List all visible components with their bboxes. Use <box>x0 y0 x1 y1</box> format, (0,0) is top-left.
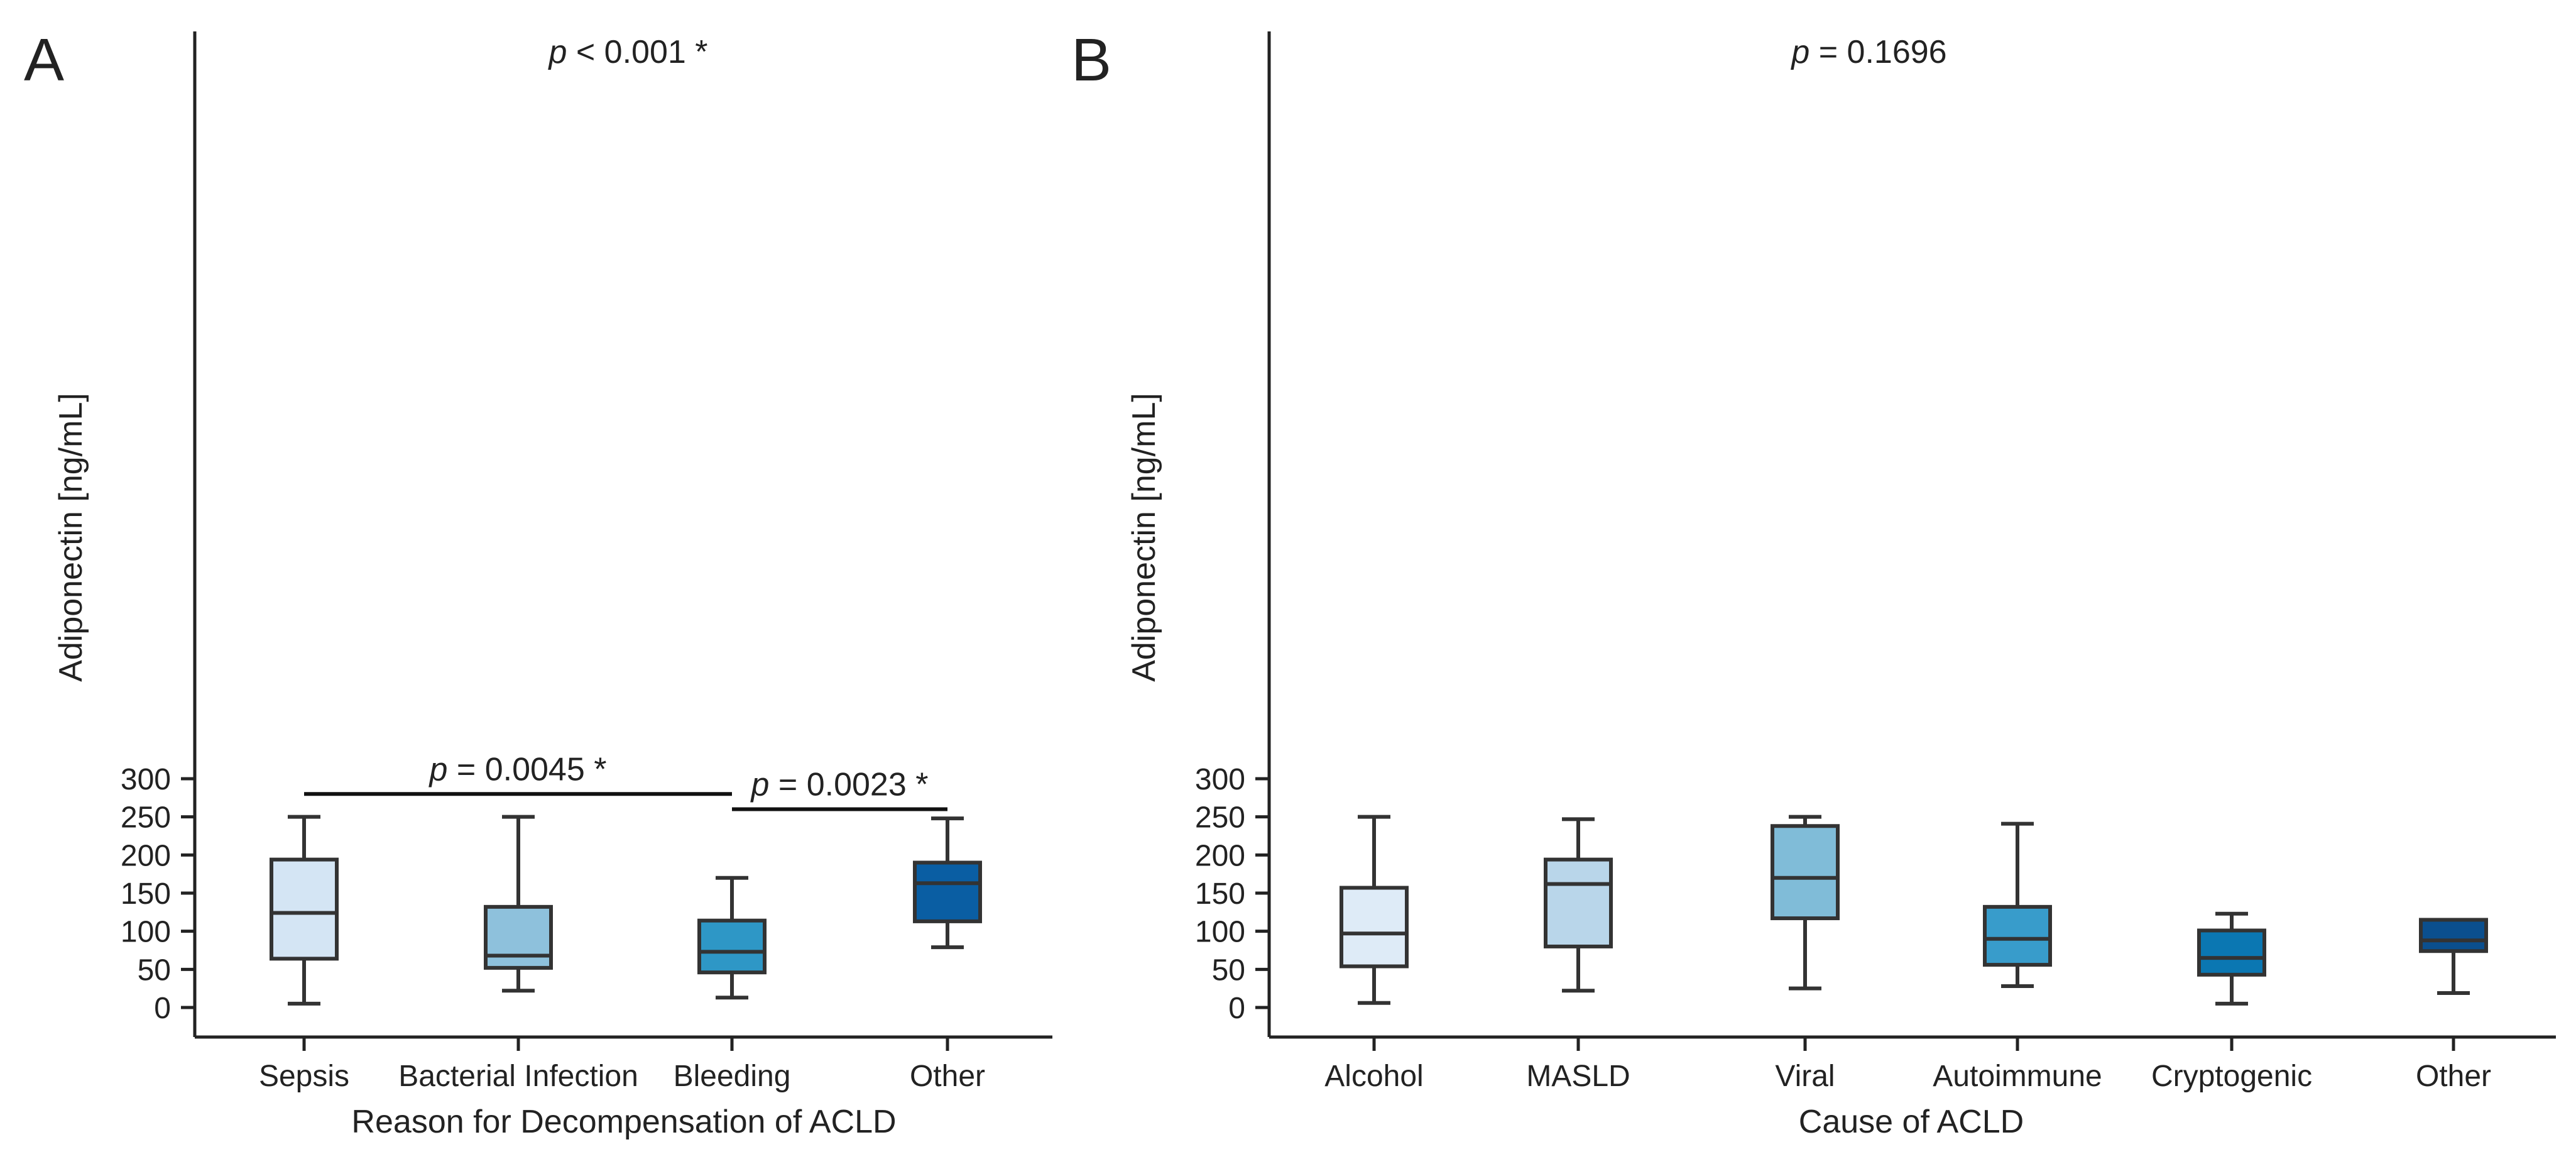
box-b-masld <box>1544 857 1613 948</box>
box-b-viral <box>1771 824 1840 921</box>
overall-p-value-b: p = 0.1696 <box>1790 34 1946 70</box>
x-tick-label-b-viral: Viral <box>1775 1060 1835 1093</box>
box-a-sepsis <box>270 857 339 961</box>
x-tick-label-b-masld: MASLD <box>1526 1060 1630 1093</box>
panel-a: A 0 50 100 150 200 250 300 Adiponectin [ng/mL] Se… <box>24 26 1052 1140</box>
p-symbol: p <box>750 767 770 803</box>
x-tick-label-b-cryptogenic: Cryptogenic <box>2151 1060 2312 1093</box>
y-tick-label-b-300: 300 <box>1195 763 1245 796</box>
y-tick-label-b-250: 250 <box>1195 801 1245 835</box>
box-a-bacterial-infection <box>484 904 553 970</box>
overall-p-value-a: p < 0.001 * <box>548 34 708 70</box>
comparison-p-value-bleeding-other: p = 0.0023 * <box>750 767 929 803</box>
box-b-alcohol <box>1340 886 1409 969</box>
comparison-p-value-sepsis-bleeding: p = 0.0045 * <box>428 751 607 788</box>
box-a-other <box>913 860 982 923</box>
p-value-text: = 0.1696 <box>1809 34 1946 70</box>
y-tick-label-a-100: 100 <box>121 916 171 949</box>
y-tick-label-a-300: 300 <box>121 763 171 796</box>
x-tick-label-a-bleeding: Bleeding <box>674 1060 791 1093</box>
y-axis-title-a: Adiponectin [ng/mL] <box>53 393 89 682</box>
x-tick-label-b-alcohol: Alcohol <box>1324 1060 1423 1093</box>
p-symbol: p <box>1790 34 1809 70</box>
y-tick-label-a-50: 50 <box>138 953 171 987</box>
box-b-other <box>2419 918 2488 953</box>
x-tick-label-b-other: Other <box>2416 1060 2491 1093</box>
y-tick-label-b-150: 150 <box>1195 877 1245 911</box>
x-tick-label-a-sepsis: Sepsis <box>259 1060 349 1093</box>
box-b-autoimmune <box>1983 904 2052 967</box>
y-tick-label-b-50: 50 <box>1212 953 1245 987</box>
x-tick-label-a-bacterial-infection: Bacterial Infection <box>398 1060 638 1093</box>
y-tick-label-b-100: 100 <box>1195 916 1245 949</box>
x-axis-title-a: Reason for Decompensation of ACLD <box>351 1104 896 1140</box>
y-tick-label-a-0: 0 <box>154 992 171 1025</box>
p-symbol: p <box>428 751 448 788</box>
y-tick-label-b-200: 200 <box>1195 839 1245 872</box>
panel-letter-a: A <box>24 26 64 94</box>
y-tick-label-a-250: 250 <box>121 801 171 835</box>
box-a-bleeding <box>697 918 767 975</box>
p-symbol: p <box>548 34 567 70</box>
p-value-text: = 0.0023 * <box>769 767 928 803</box>
x-tick-label-a-other: Other <box>910 1060 985 1093</box>
x-axis-title-b: Cause of ACLD <box>1799 1104 2024 1140</box>
y-tick-label-a-150: 150 <box>121 877 171 911</box>
p-value-text: < 0.001 * <box>567 34 707 70</box>
box-b-cryptogenic <box>2197 928 2266 977</box>
y-tick-label-a-200: 200 <box>121 839 171 872</box>
panel-letter-b: B <box>1071 26 1111 94</box>
x-tick-label-b-autoimmune: Autoimmune <box>1933 1060 2102 1093</box>
p-value-text: = 0.0045 * <box>447 751 606 788</box>
y-axis-title-b: Adiponectin [ng/mL] <box>1126 393 1162 682</box>
panel-b: B 0 50 100 150 200 250 300 Adiponectin [ng/mL] Al… <box>1071 26 2556 1140</box>
y-tick-label-b-0: 0 <box>1228 992 1245 1025</box>
